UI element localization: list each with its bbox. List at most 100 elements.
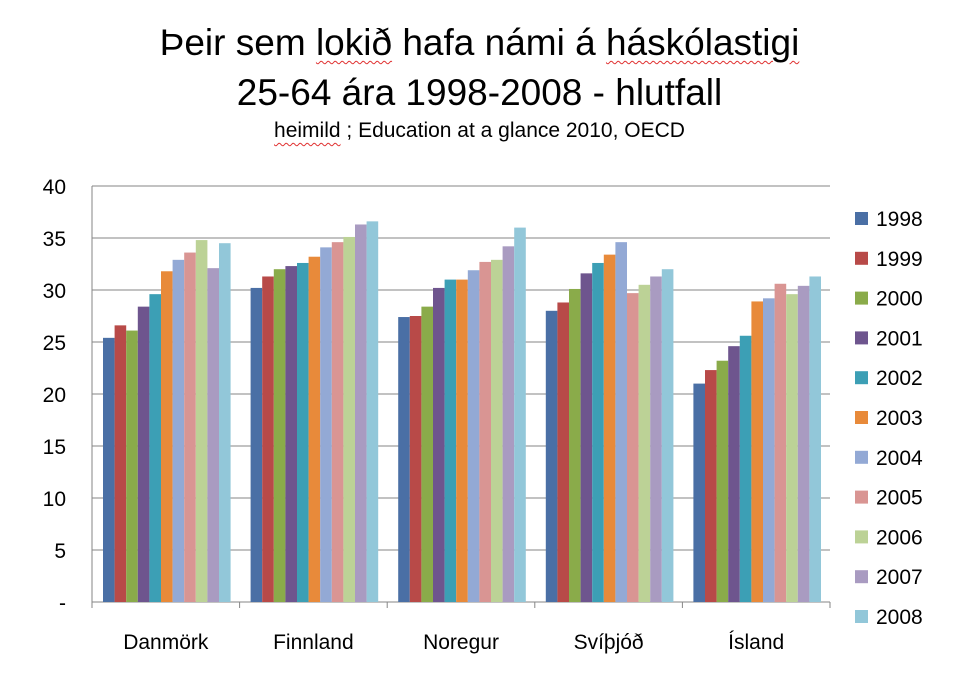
bar [545, 310, 558, 602]
bar [467, 270, 480, 602]
bar [479, 261, 491, 602]
bar [592, 262, 604, 602]
legend-swatch [855, 450, 868, 464]
legend-label: 1998 [876, 208, 923, 231]
legend-swatch [855, 490, 868, 504]
subtitle-source-text: ; Education at a glance 2010, OECD [340, 119, 685, 142]
bar [331, 242, 344, 602]
bar [195, 240, 208, 602]
bar [650, 276, 662, 602]
bar [693, 383, 705, 602]
legend-swatch [855, 212, 868, 225]
bar [421, 306, 433, 602]
bar [786, 294, 798, 602]
bar [751, 301, 763, 602]
chart-subtitle: heimild ; Education at a glance 2010, OE… [0, 119, 959, 143]
legend-label: 1999 [876, 248, 923, 271]
bar [661, 269, 674, 602]
title-word: háskólastigi [605, 22, 800, 63]
legend-label: 2008 [876, 606, 923, 629]
bar [250, 287, 263, 602]
title-word: Þeir [159, 22, 226, 63]
bar [705, 370, 717, 602]
y-tick-label: 35 [43, 228, 66, 251]
legend-label: 2004 [876, 447, 923, 470]
x-tick-label: Noregur [423, 631, 499, 654]
bar [262, 276, 274, 602]
title-word: sem [235, 22, 306, 63]
bar [763, 298, 775, 602]
bar [409, 316, 422, 602]
bar [161, 271, 173, 602]
legend-label: 2006 [876, 526, 923, 549]
bar [514, 227, 526, 602]
bar [739, 335, 752, 602]
y-tick-label: 15 [43, 436, 66, 459]
bar [728, 346, 740, 602]
bar [207, 268, 219, 602]
bar [774, 283, 787, 602]
y-tick-label: 40 [43, 176, 66, 199]
bar [716, 360, 729, 602]
y-tick-label: - [59, 592, 66, 615]
x-tick-label: Ísland [728, 631, 784, 654]
bar [444, 279, 457, 602]
bar [184, 252, 196, 602]
y-tick-label: 20 [43, 384, 66, 407]
bar [456, 279, 468, 602]
bar [343, 236, 355, 602]
bar [615, 242, 627, 602]
bar [491, 259, 503, 602]
bar [366, 221, 379, 603]
bar [557, 302, 569, 602]
legend-swatch [855, 570, 868, 584]
legend-swatch [855, 530, 868, 544]
bar [114, 325, 127, 602]
bar [569, 288, 581, 602]
title-word: á [575, 22, 596, 63]
bar [638, 284, 651, 602]
bar [126, 330, 138, 602]
bar [103, 337, 115, 602]
bar [137, 306, 150, 602]
legend-swatch [855, 291, 868, 305]
bar [797, 285, 810, 602]
x-tick-label: Finnland [273, 631, 354, 654]
bar [172, 259, 185, 602]
bar [580, 273, 593, 602]
bar [627, 293, 639, 602]
bar [398, 317, 410, 602]
legend-swatch [855, 411, 868, 424]
bar [285, 266, 297, 602]
bar [149, 294, 161, 602]
legend-swatch [855, 331, 868, 345]
title-word: lokið [315, 22, 393, 63]
legend-swatch [855, 371, 868, 385]
legend-label: 2001 [876, 327, 923, 350]
bar [308, 256, 321, 602]
chart-title-line-2: 25-64 ára 1998-2008 - hlutfall [236, 72, 723, 113]
legend-label: 2002 [876, 367, 923, 390]
legend-label: 2005 [876, 487, 923, 510]
bar [355, 224, 367, 603]
y-tick-label: 30 [43, 280, 66, 303]
legend-swatch [855, 251, 868, 265]
title-word: námi [484, 22, 565, 63]
y-tick-label: 5 [54, 540, 66, 563]
title-word: hafa [402, 22, 475, 63]
bar [320, 247, 332, 603]
subtitle-source-word: heimild [274, 119, 341, 142]
legend-label: 2007 [876, 566, 923, 589]
bar [433, 287, 445, 602]
x-tick-label: Svíþjóð [574, 631, 644, 654]
legend-swatch [855, 610, 868, 623]
bar [502, 246, 515, 602]
chart-title: Þeir sem lokið hafa námi á háskólastigi [0, 22, 959, 64]
bar [273, 269, 286, 602]
legend-label: 2003 [876, 407, 923, 430]
bar [297, 262, 309, 602]
bar [603, 254, 616, 602]
bar [809, 276, 821, 602]
